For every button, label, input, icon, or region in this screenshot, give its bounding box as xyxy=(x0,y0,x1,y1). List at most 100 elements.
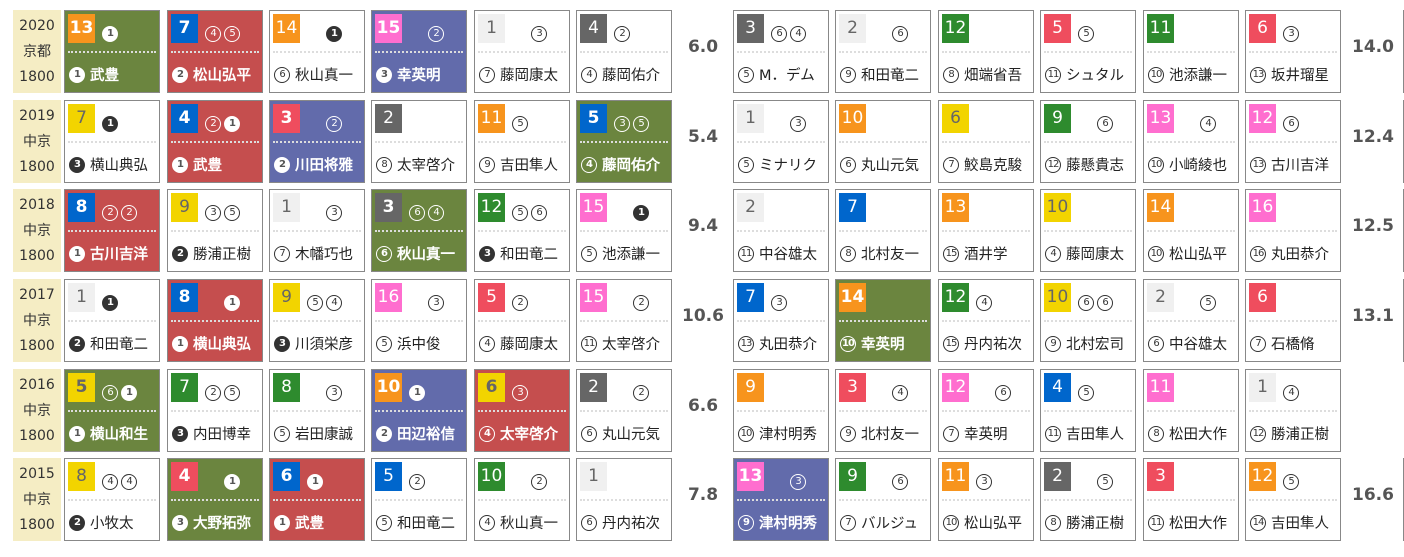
horse-cell[interactable]: 1 4 12 勝浦正樹 xyxy=(1245,369,1341,452)
horse-cell[interactable]: 1 3 7 藤岡康太 xyxy=(474,10,570,93)
horse-cell[interactable]: 3 2 2 川田将雅 xyxy=(269,100,365,183)
horse-cell[interactable]: 3 11 松田大作 xyxy=(1143,458,1239,541)
popularity-circle: 3 xyxy=(69,156,85,173)
horse-cell[interactable]: 2 5 6 中谷雄太 xyxy=(1143,279,1239,362)
horse-cell[interactable]: 4 1 3 大野拓弥 xyxy=(167,458,263,541)
popularity-circle: 9 xyxy=(738,514,754,531)
position-circle: 6 xyxy=(1097,116,1113,132)
horse-cell[interactable]: 9 6 7 バルジュ xyxy=(835,458,931,541)
horse-cell[interactable]: 10 6 丸山元気 xyxy=(835,100,931,183)
horse-cell[interactable]: 5 3 5 4 藤岡佑介 xyxy=(576,100,672,183)
horse-cell[interactable]: 13 1 1 武豊 xyxy=(64,10,160,93)
horse-cell[interactable]: 7 8 北村友一 xyxy=(835,189,931,272)
horse-cell[interactable]: 2 11 中谷雄太 xyxy=(733,189,829,272)
horse-cell[interactable]: 12 6 7 幸英明 xyxy=(938,369,1034,452)
horse-cell[interactable]: 1 1 2 和田竜二 xyxy=(64,279,160,362)
horse-cell[interactable]: 12 4 15 丹内祐次 xyxy=(938,279,1034,362)
horse-cell[interactable]: 12 5 14 吉田隼人 xyxy=(1245,458,1341,541)
passing-position-mark: 3 xyxy=(326,200,342,221)
horse-cell[interactable]: 6 3 13 坂井瑠星 xyxy=(1245,10,1341,93)
horse-cell[interactable]: 11 3 10 松山弘平 xyxy=(938,458,1034,541)
horse-cell[interactable]: 4 5 11 吉田隼人 xyxy=(1040,369,1136,452)
horse-cell[interactable]: 11 8 松田大作 xyxy=(1143,369,1239,452)
horse-cell[interactable]: 10 2 4 秋山真一 xyxy=(474,458,570,541)
horse-cell[interactable]: 16 16 丸田恭介 xyxy=(1245,189,1341,272)
horse-cell[interactable]: 11 5 9 吉田隼人 xyxy=(474,100,570,183)
horse-cell[interactable]: 8 2 2 1 古川吉洋 xyxy=(64,189,160,272)
jockey-name: 鮫島克駿 xyxy=(964,158,1022,174)
horse-cell[interactable]: 4 2 4 藤岡佑介 xyxy=(576,10,672,93)
jockey-line: 6 丹内祐次 xyxy=(581,512,660,533)
horse-cell[interactable]: 5 6 1 1 横山和生 xyxy=(64,369,160,452)
horse-cell[interactable]: 6 1 1 武豊 xyxy=(269,458,365,541)
horse-cell[interactable]: 15 2 11 太宰啓介 xyxy=(576,279,672,362)
horse-number-badge: 8 xyxy=(273,373,300,402)
popularity-circle: 9 xyxy=(1045,335,1061,352)
jockey-name: 吉田隼人 xyxy=(1066,427,1124,443)
horse-cell[interactable]: 13 15 酒井学 xyxy=(938,189,1034,272)
jockey-line: 14 吉田隼人 xyxy=(1250,512,1329,533)
horse-cell[interactable]: 10 4 藤岡康太 xyxy=(1040,189,1136,272)
horse-cell[interactable]: 10 6 6 9 北村宏司 xyxy=(1040,279,1136,362)
horse-cell[interactable]: 7 2 5 3 内田博幸 xyxy=(167,369,263,452)
horse-cell[interactable]: 7 4 5 2 松山弘平 xyxy=(167,10,263,93)
horse-cell[interactable]: 7 3 13 丸田恭介 xyxy=(733,279,829,362)
jockey-name: 武豊 xyxy=(193,158,222,174)
position-circle: 1 xyxy=(633,205,649,221)
jockey-name: 吉田隼人 xyxy=(500,158,558,174)
horse-cell[interactable]: 12 6 13 古川吉洋 xyxy=(1245,100,1341,183)
horse-cell[interactable]: 13 4 10 小崎綾也 xyxy=(1143,100,1239,183)
horse-cell[interactable]: 5 2 4 藤岡康太 xyxy=(474,279,570,362)
horse-cell[interactable]: 9 6 12 藤懸貴志 xyxy=(1040,100,1136,183)
divider xyxy=(1147,51,1235,53)
horse-cell[interactable]: 15 1 5 池添謙一 xyxy=(576,189,672,272)
horse-cell[interactable]: 14 10 松山弘平 xyxy=(1143,189,1239,272)
horse-cell[interactable]: 16 3 5 浜中俊 xyxy=(371,279,467,362)
horse-cell[interactable]: 14 10 幸英明 xyxy=(835,279,931,362)
horse-cell[interactable]: 13 3 9 津村明秀 xyxy=(733,458,829,541)
horse-cell[interactable]: 1 3 5 ミナリク xyxy=(733,100,829,183)
position-circle: 5 xyxy=(224,26,240,42)
jockey-line: 5 岩田康誠 xyxy=(274,423,353,444)
divider xyxy=(580,230,668,232)
horse-cell[interactable]: 10 1 2 田辺裕信 xyxy=(371,369,467,452)
horse-cell[interactable]: 5 5 11 シュタル xyxy=(1040,10,1136,93)
horse-cell[interactable]: 9 10 津村明秀 xyxy=(733,369,829,452)
horse-cell[interactable]: 2 8 太宰啓介 xyxy=(371,100,467,183)
horse-cell[interactable]: 6 3 4 太宰啓介 xyxy=(474,369,570,452)
jockey-line: 1 武豊 xyxy=(172,154,222,175)
popularity-circle: 4 xyxy=(581,156,597,173)
horse-cell[interactable]: 8 3 5 岩田康誠 xyxy=(269,369,365,452)
horse-cell[interactable]: 9 5 4 3 川須栄彦 xyxy=(269,279,365,362)
horse-cell[interactable]: 3 6 4 5 M．デム xyxy=(733,10,829,93)
horse-cell[interactable]: 15 2 3 幸英明 xyxy=(371,10,467,93)
horse-cell[interactable]: 6 7 石橋脩 xyxy=(1245,279,1341,362)
horse-cell[interactable]: 2 6 9 和田竜二 xyxy=(835,10,931,93)
position-circle: 2 xyxy=(409,474,425,490)
horse-cell[interactable]: 9 3 5 2 勝浦正樹 xyxy=(167,189,263,272)
horse-cell[interactable]: 6 7 鮫島克駿 xyxy=(938,100,1034,183)
jockey-line: 10 津村明秀 xyxy=(738,423,817,444)
jockey-line: 11 太宰啓介 xyxy=(581,333,660,354)
horse-cell[interactable]: 5 2 5 和田竜二 xyxy=(371,458,467,541)
jockey-line: 15 酒井学 xyxy=(943,243,1008,264)
popularity-circle: 10 xyxy=(738,425,754,442)
horse-cell[interactable]: 1 3 7 木幡巧也 xyxy=(269,189,365,272)
horse-cell[interactable]: 12 5 6 3 和田竜二 xyxy=(474,189,570,272)
passing-position-mark: 3 xyxy=(790,111,806,132)
year-label: 2016 xyxy=(19,376,55,393)
horse-cell[interactable]: 2 5 8 勝浦正樹 xyxy=(1040,458,1136,541)
horse-cell[interactable]: 11 10 池添謙一 xyxy=(1143,10,1239,93)
position-circle: 4 xyxy=(121,474,137,490)
horse-cell[interactable]: 8 4 4 2 小牧太 xyxy=(64,458,160,541)
horse-cell[interactable]: 12 8 畑端省吾 xyxy=(938,10,1034,93)
horse-cell[interactable]: 8 1 1 横山典弘 xyxy=(167,279,263,362)
horse-cell[interactable]: 3 4 9 北村友一 xyxy=(835,369,931,452)
horse-cell[interactable]: 3 6 4 6 秋山真一 xyxy=(371,189,467,272)
horse-cell[interactable]: 14 1 6 秋山真一 xyxy=(269,10,365,93)
jockey-name: 幸英明 xyxy=(397,68,441,84)
horse-cell[interactable]: 4 2 1 1 武豊 xyxy=(167,100,263,183)
horse-cell[interactable]: 7 1 3 横山典弘 xyxy=(64,100,160,183)
horse-cell[interactable]: 2 2 6 丸山元気 xyxy=(576,369,672,452)
horse-cell[interactable]: 1 6 丹内祐次 xyxy=(576,458,672,541)
